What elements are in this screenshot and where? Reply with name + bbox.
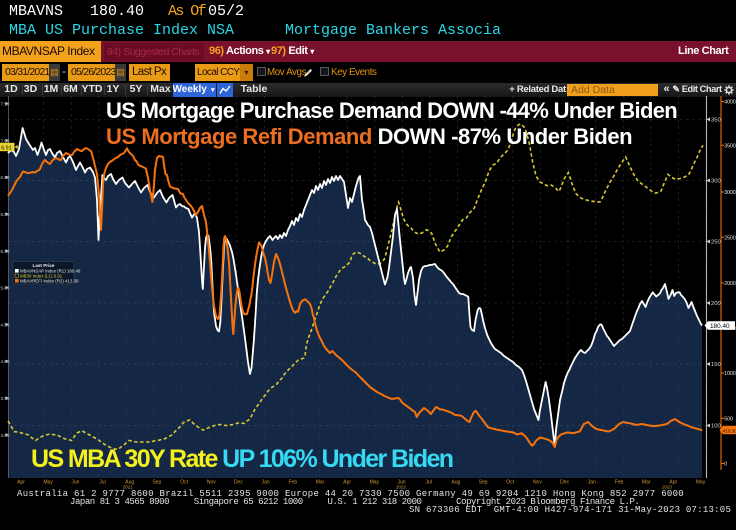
svg-text:2021: 2021 xyxy=(123,484,133,489)
svg-text:Sep: Sep xyxy=(479,480,488,486)
svg-text:Aug: Aug xyxy=(125,480,134,486)
svg-text:Jan: Jan xyxy=(588,480,596,486)
svg-text:6.00: 6.00 xyxy=(1,212,10,217)
svg-text:4000: 4000 xyxy=(724,100,736,106)
svg-text:3000: 3000 xyxy=(724,190,736,196)
svg-text:5.00: 5.00 xyxy=(1,286,10,291)
svg-text:MB30 Index (L1) 6.91: MB30 Index (L1) 6.91 xyxy=(20,273,63,278)
svg-text:MBAVNSAP Index (R1) 180.40: MBAVNSAP Index (R1) 180.40 xyxy=(20,268,81,273)
svg-text:300: 300 xyxy=(711,179,721,185)
svg-text:2023: 2023 xyxy=(662,484,672,489)
svg-text:Oct: Oct xyxy=(180,480,188,486)
svg-text:200: 200 xyxy=(711,301,721,307)
svg-text:3500: 3500 xyxy=(724,143,736,149)
svg-text:Nov: Nov xyxy=(533,480,542,486)
svg-text:500: 500 xyxy=(724,416,733,422)
svg-text:5.50: 5.50 xyxy=(1,249,10,254)
svg-text:Nov: Nov xyxy=(207,480,216,486)
svg-text:May: May xyxy=(43,480,53,486)
svg-text:Jan: Jan xyxy=(262,480,270,486)
svg-text:MBAVREFI Index (R2) 413.30: MBAVREFI Index (R2) 413.30 xyxy=(20,278,79,283)
svg-text:7.00: 7.00 xyxy=(1,138,10,143)
svg-text:2500: 2500 xyxy=(724,235,736,241)
svg-text:Jun: Jun xyxy=(397,480,405,486)
svg-text:413.30: 413.30 xyxy=(723,428,736,433)
svg-text:Apr: Apr xyxy=(669,480,677,486)
svg-text:1000: 1000 xyxy=(724,371,736,377)
svg-text:Apr: Apr xyxy=(17,480,25,486)
svg-text:250: 250 xyxy=(711,240,721,246)
svg-text:Sep: Sep xyxy=(152,480,161,486)
svg-text:4.00: 4.00 xyxy=(1,359,10,364)
svg-text:Last Price: Last Price xyxy=(33,263,55,268)
svg-text:Dec: Dec xyxy=(234,480,243,486)
svg-text:4.50: 4.50 xyxy=(1,322,10,327)
svg-text:Mar: Mar xyxy=(316,480,325,486)
svg-text:100: 100 xyxy=(711,424,721,430)
svg-text:May: May xyxy=(370,480,380,486)
svg-text:Dec: Dec xyxy=(560,480,569,486)
svg-text:Apr: Apr xyxy=(343,480,351,486)
svg-text:350: 350 xyxy=(711,117,721,123)
svg-text:2022: 2022 xyxy=(396,484,406,489)
svg-text:Feb: Feb xyxy=(288,480,297,486)
svg-text:150: 150 xyxy=(711,362,721,368)
svg-text:6.50: 6.50 xyxy=(1,175,10,180)
svg-text:3.50: 3.50 xyxy=(1,396,10,401)
svg-text:Jun: Jun xyxy=(71,480,79,486)
svg-text:6.91: 6.91 xyxy=(1,145,12,151)
svg-text:Jul: Jul xyxy=(425,480,431,486)
svg-text:2000: 2000 xyxy=(724,281,736,287)
svg-text:Mar: Mar xyxy=(642,480,651,486)
svg-text:3.00: 3.00 xyxy=(1,433,10,438)
svg-text:0: 0 xyxy=(724,462,727,468)
svg-text:Jul: Jul xyxy=(99,480,105,486)
svg-text:180.40: 180.40 xyxy=(710,323,730,330)
svg-text:7.50: 7.50 xyxy=(1,102,10,107)
svg-text:Feb: Feb xyxy=(615,480,624,486)
svg-text:Aug: Aug xyxy=(451,480,460,486)
svg-text:May: May xyxy=(696,480,706,486)
svg-text:Oct: Oct xyxy=(506,480,514,486)
